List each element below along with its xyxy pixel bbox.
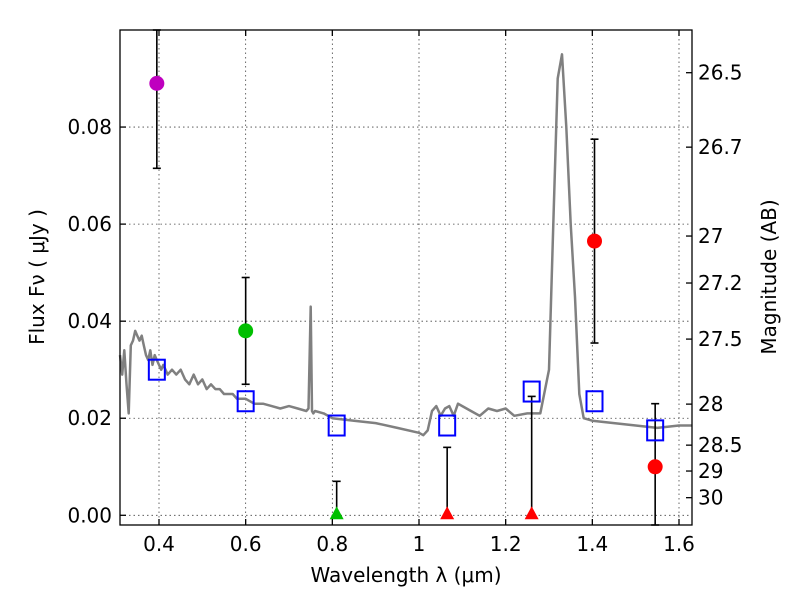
model-photometry-square (236, 390, 255, 413)
x-axis-title: Wavelength λ (μm) (310, 563, 501, 587)
data-markers (147, 75, 665, 520)
upper-limit-marker (329, 506, 344, 520)
data-point (149, 75, 165, 91)
model-photometry-square (438, 414, 457, 437)
model-spectrum (118, 53, 692, 437)
spectrum-line (118, 53, 692, 437)
y2-tick-label: 29 (698, 459, 723, 483)
y2-tick-label: 27.5 (698, 327, 743, 351)
model-photometry-square (522, 380, 541, 403)
x-tick-label: 0.6 (230, 532, 262, 556)
upper-limit-marker (524, 506, 539, 520)
y2-tick-label: 30 (698, 486, 723, 510)
plot-background (120, 30, 692, 525)
y-axis-title: Flux Fν ( μJy ) (25, 209, 49, 345)
x-tick-label: 1.6 (663, 532, 695, 556)
y2-axis-title: Magnitude (AB) (757, 199, 781, 354)
model-photometry-square (327, 414, 346, 437)
model-photometry-square (646, 419, 665, 442)
model-photometry-square (147, 358, 166, 381)
y2-tick-label: 26.5 (698, 61, 743, 85)
x-tick-label: 1.2 (490, 532, 522, 556)
y2-tick-label: 28 (698, 392, 723, 416)
data-point (587, 233, 602, 249)
y-tick-label: 0.08 (67, 115, 112, 139)
x-tick-label: 0.8 (316, 532, 348, 556)
y-tick-label: 0.02 (67, 406, 112, 430)
data-point (647, 459, 663, 475)
x-tick-label: 0.4 (143, 532, 175, 556)
y-tick-label: 0.04 (67, 309, 112, 333)
y2-tick-label: 28.5 (698, 433, 743, 457)
axis-ticks: 0.4 0.6 0.8 1 1.2 1.4 1.6 0.00 0.02 0.04 0.06 0.08 2… (67, 30, 743, 556)
y2-tick-label: 27 (698, 224, 723, 248)
x-tick-label: 1 (413, 532, 426, 556)
upper-limit-marker (440, 506, 455, 520)
x-tick-label: 1.4 (576, 532, 608, 556)
plot-frame (119, 29, 693, 526)
y-tick-label: 0.00 (67, 503, 112, 527)
y2-tick-label: 26.7 (698, 135, 743, 159)
model-photometry-square (585, 390, 604, 413)
data-point (238, 323, 254, 339)
y2-tick-label: 27.2 (698, 271, 743, 295)
y-tick-label: 0.06 (67, 212, 112, 236)
